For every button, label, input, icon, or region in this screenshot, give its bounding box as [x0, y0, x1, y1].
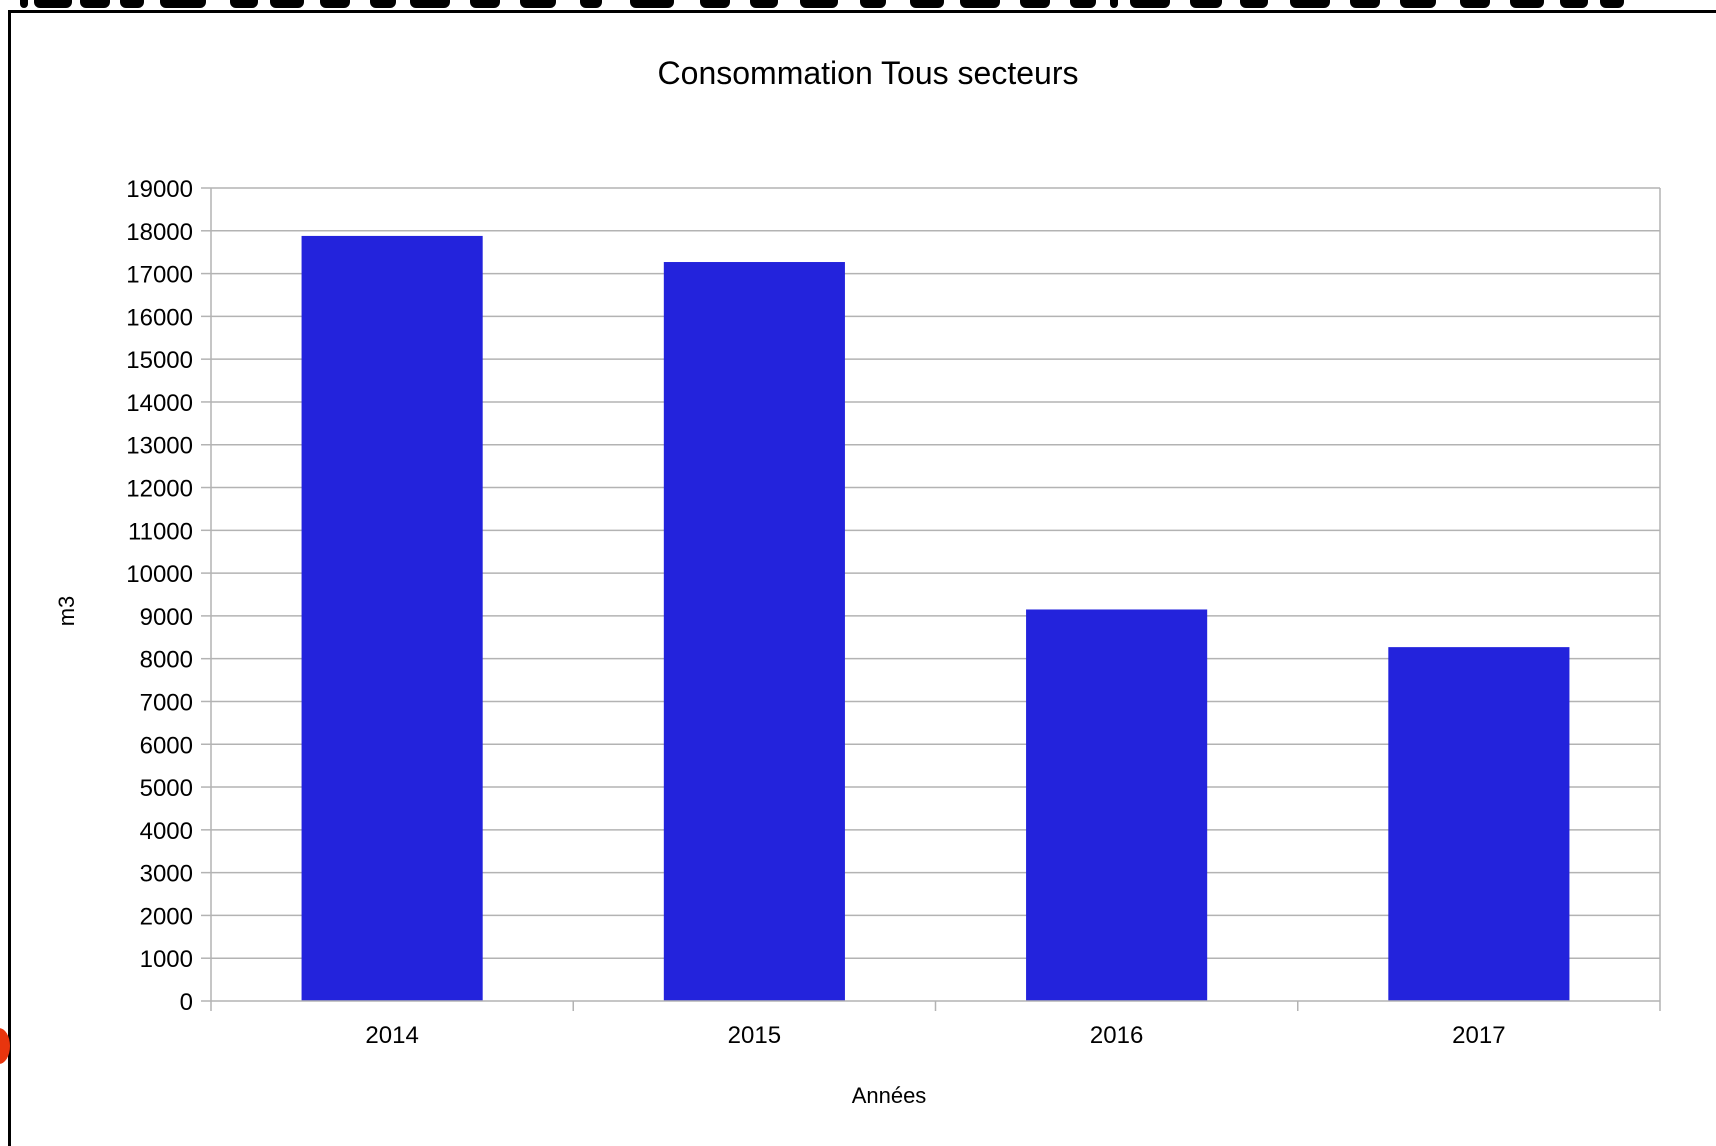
bar-2015 [663, 262, 845, 1002]
x-tick-label: 2017 [1452, 1022, 1505, 1049]
x-axis-title: Années [852, 1083, 927, 1108]
y-tick-label: 13000 [126, 433, 193, 460]
y-tick-label: 14000 [126, 390, 193, 417]
axes [201, 187, 1661, 1011]
y-tick-label: 2000 [140, 903, 193, 930]
bars [301, 235, 1570, 1002]
y-tick-label: 4000 [140, 818, 193, 845]
y-tick-label: 15000 [126, 347, 193, 374]
y-tick-label: 1000 [140, 946, 193, 973]
y-tick-label: 17000 [126, 262, 193, 289]
cropped-header-strip [0, 0, 1716, 12]
bar-2016 [1026, 609, 1208, 1001]
y-tick-label: 12000 [126, 476, 193, 503]
y-tick-label: 19000 [126, 176, 193, 203]
x-tick-label: 2015 [728, 1022, 781, 1049]
x-tick-labels: 2014 2015 2016 2017 [365, 1022, 1505, 1049]
red-marker-dot [0, 1028, 10, 1064]
y-tick-label: 11000 [128, 518, 193, 545]
y-tick-label: 3000 [140, 861, 193, 888]
y-tick-label: 7000 [140, 689, 193, 716]
y-tick-labels: 0 1000 2000 3000 4000 5000 6000 7000 8000 9000 100… [126, 176, 193, 1016]
bar-2017 [1388, 647, 1570, 1001]
x-tick-label: 2016 [1090, 1022, 1143, 1049]
chart-title: Consommation Tous secteurs [658, 55, 1079, 91]
y-tick-label: 0 [180, 989, 193, 1016]
y-tick-label: 18000 [126, 219, 193, 246]
y-axis-title: m3 [54, 596, 79, 627]
y-tick-label: 8000 [140, 647, 193, 674]
y-tick-label: 10000 [126, 561, 193, 588]
y-tick-label: 5000 [140, 775, 193, 802]
y-tick-label: 6000 [140, 732, 193, 759]
x-tick-label: 2014 [365, 1022, 418, 1049]
y-tick-label: 9000 [140, 604, 193, 631]
y-tick-label: 16000 [126, 304, 193, 331]
bar-2014 [301, 235, 483, 1002]
